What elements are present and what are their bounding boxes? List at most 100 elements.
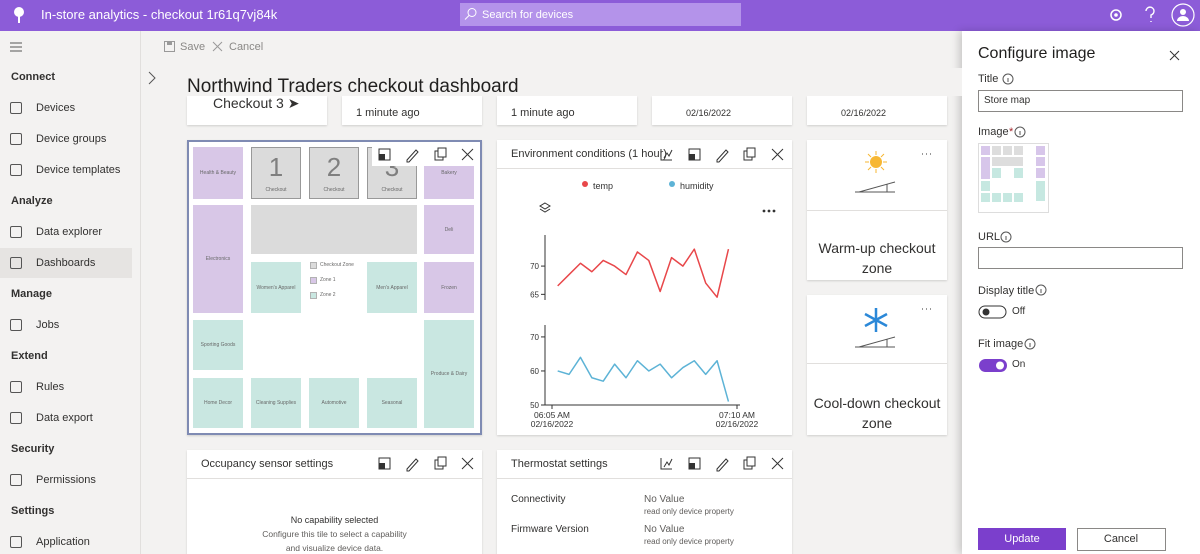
legend-swatch	[310, 262, 317, 269]
nav-item[interactable]: Data explorer	[36, 226, 103, 238]
cooldown-label: Cool-down checkout zone	[813, 395, 941, 431]
nav-item[interactable]: Devices	[36, 102, 76, 114]
update-button[interactable]	[978, 528, 1066, 550]
nav-section: Settings	[11, 505, 55, 517]
header-cover	[162, 68, 962, 96]
panel-cancel-label[interactable]: Cancel	[1103, 533, 1139, 545]
tile-action-icons[interactable]	[372, 143, 480, 166]
map-zone: Produce & Dairy	[424, 320, 474, 428]
tile-action-icons[interactable]	[372, 452, 480, 475]
nav-item[interactable]: Device templates	[36, 164, 121, 176]
url-input[interactable]	[978, 247, 1183, 269]
map-zone: Cleaning Supplies	[251, 378, 301, 428]
property-note: read only device property	[644, 537, 734, 546]
partial-tile-text: 1 minute ago	[511, 107, 575, 119]
warmup-label: Warm-up checkout zone	[818, 240, 936, 276]
zone-label: Health & Beauty	[199, 170, 237, 176]
nav-item[interactable]: Data export	[36, 412, 93, 424]
app-title: In-store analytics - checkout 1r61q7vj84…	[41, 7, 278, 22]
thermostat-tile	[497, 450, 792, 554]
partial-tile	[497, 96, 637, 125]
configure-panel	[962, 31, 1200, 554]
panel-cancel-button[interactable]	[1077, 528, 1166, 551]
update-label[interactable]: Update	[1004, 533, 1040, 545]
checkout-number: 2	[326, 152, 342, 182]
zone-label: Sporting Goods	[200, 342, 236, 348]
property-label: Firmware Version	[511, 524, 589, 535]
menu-icon[interactable]	[10, 42, 24, 54]
tile-divider	[497, 168, 792, 169]
title-label: Title	[978, 73, 999, 85]
fit-image-label: Fit image	[978, 338, 1024, 350]
nav-item[interactable]: Permissions	[36, 474, 96, 486]
occupancy-tile	[187, 450, 482, 554]
image-label: Image	[978, 126, 1009, 138]
checkout-label: Checkout	[323, 187, 345, 193]
nav-icon	[10, 164, 22, 176]
legend-label: Zone 2	[320, 292, 336, 298]
partial-tile	[652, 96, 792, 125]
nav-item[interactable]: Jobs	[36, 319, 60, 331]
legend-label: Checkout Zone	[320, 262, 354, 268]
zone-label: Cleaning Supplies	[255, 400, 297, 406]
partial-tile-text: Checkout 3 ➤	[213, 96, 300, 108]
nav-item[interactable]: Application	[36, 536, 90, 548]
checkout-number: 1	[268, 152, 284, 182]
title-input[interactable]	[978, 90, 1183, 112]
tile-actions	[372, 143, 480, 166]
occupancy-hint: Configure this tile to select a capabili…	[262, 529, 407, 553]
panel-shapes	[978, 50, 1183, 551]
zone-label: Bakery	[441, 170, 457, 176]
nav-section: Security	[11, 443, 55, 455]
store-map: Health & Beauty 1 Checkout 2 Checkout 3 Checko…	[190, 143, 479, 432]
save-button[interactable]: Save	[180, 41, 206, 53]
map-zone: Health & Beauty	[193, 147, 243, 199]
partial-tile-text: 02/16/2022	[841, 108, 887, 118]
toolbar-icons	[164, 41, 223, 52]
search-box[interactable]	[460, 3, 741, 26]
nav-item[interactable]: Device groups	[36, 133, 107, 145]
checkout-label: Checkout	[381, 187, 403, 193]
search-placeholder: Search for devices	[482, 9, 574, 21]
cancel-button[interactable]: Cancel	[229, 41, 264, 53]
tile-action-icons[interactable]	[655, 452, 790, 475]
dashboard-title: Northwind Traders checkout dashboard	[187, 76, 519, 97]
nav-icon	[10, 381, 22, 393]
image-thumbnail[interactable]	[978, 143, 1049, 213]
legend-swatch	[310, 292, 317, 299]
partial-tile-text: 02/16/2022	[686, 108, 732, 118]
legend-swatch	[310, 277, 317, 284]
property-note: read only device property	[644, 507, 734, 516]
environment-tile	[497, 140, 792, 435]
partial-tile	[342, 96, 482, 125]
property-label: Connectivity	[511, 494, 566, 505]
nav-item[interactable]: Dashboards	[36, 257, 96, 269]
map-zone: Frozen	[424, 262, 474, 313]
property-value: No Value	[644, 494, 685, 505]
partial-tile-text: 1 minute ago	[356, 107, 420, 119]
display-title-label: Display title	[978, 285, 1035, 297]
nav-section: Analyze	[11, 195, 53, 207]
panel-title: Configure image	[978, 45, 1096, 62]
zone-label: Home Decor	[203, 400, 233, 406]
tile-divider	[497, 478, 792, 479]
map-zone: Women's Apparel	[251, 262, 301, 313]
nav-item[interactable]: Rules	[36, 381, 65, 393]
url-label: URL	[978, 231, 1001, 243]
map-zone: Seasonal	[367, 378, 417, 428]
zone-icons	[807, 151, 947, 364]
close-panel[interactable]	[1169, 50, 1180, 61]
map-zone: 2 Checkout	[309, 147, 359, 199]
map-zone: Home Decor	[193, 378, 243, 428]
expand-chevron[interactable]	[146, 71, 158, 85]
occupancy-message: No capability selected	[290, 515, 379, 525]
nav-icon	[10, 226, 22, 238]
zone-label: Electronics	[205, 256, 231, 262]
zone-label: Women's Apparel	[256, 284, 296, 291]
map-zone: 1 Checkout	[251, 147, 301, 199]
nav-icon	[10, 102, 22, 114]
nav-icon	[10, 412, 22, 424]
property-value: No Value	[644, 524, 685, 535]
nav-icon	[10, 474, 22, 486]
legend-label: Zone 1	[320, 277, 336, 283]
